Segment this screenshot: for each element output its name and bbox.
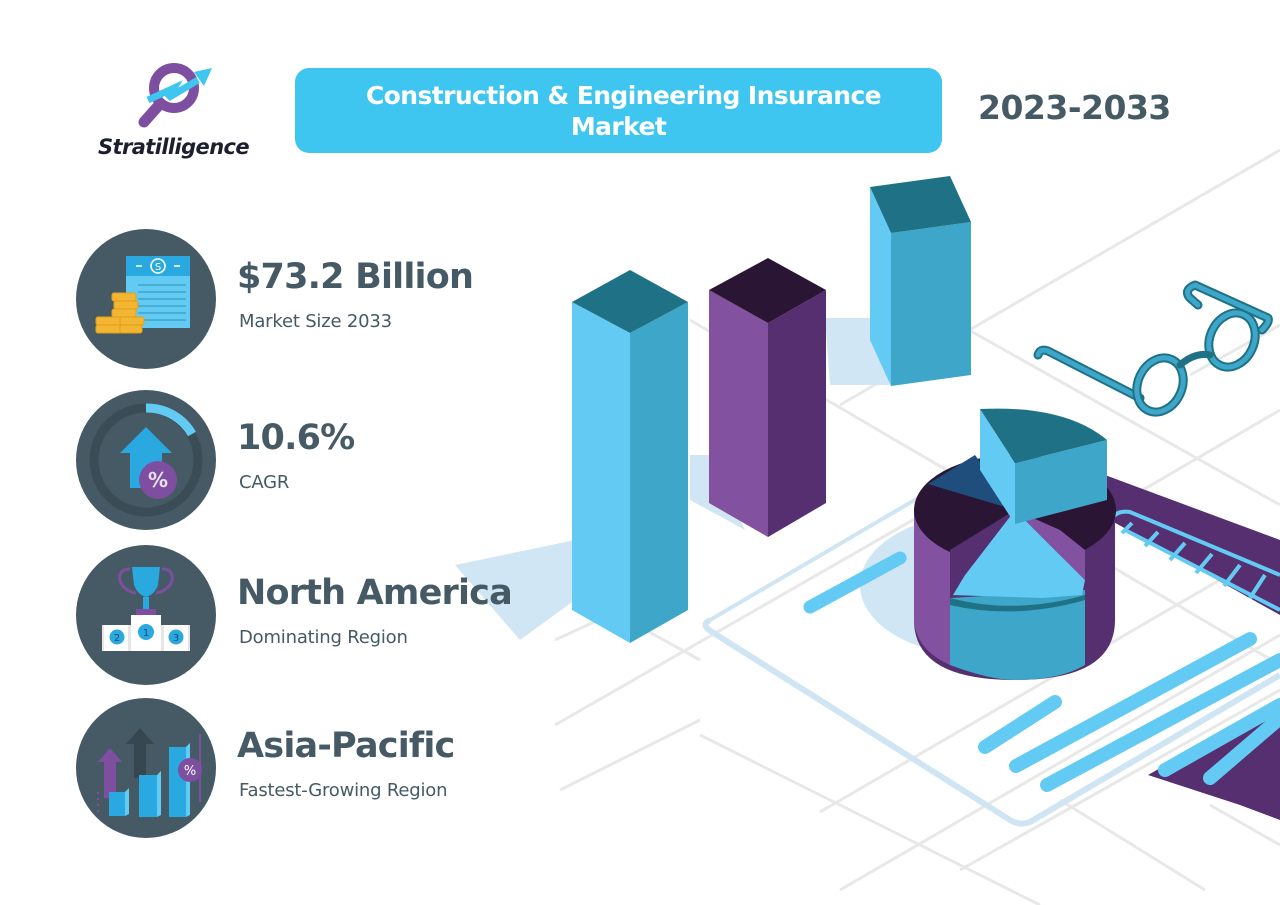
stat-dominating-region: 1 2 3 North America Dominating Region	[76, 545, 536, 685]
title-line-2: Market	[570, 111, 667, 141]
stat-label: CAGR	[239, 472, 290, 493]
growth-bars-icon: %	[76, 698, 216, 838]
stat-label: Fastest-Growing Region	[239, 780, 448, 801]
title-line-1: Construction & Engineering Insurance	[365, 80, 882, 110]
svg-text:2: 2	[114, 633, 120, 644]
brand-name: Stratilligence	[98, 135, 250, 159]
stat-label: Market Size 2033	[239, 311, 392, 332]
stat-value: $73.2 Billion	[237, 257, 474, 297]
svg-text:%: %	[148, 468, 168, 492]
svg-text:1: 1	[143, 628, 149, 639]
money-stack-icon: S	[76, 229, 216, 369]
stat-value: Asia-Pacific	[237, 726, 455, 766]
growth-percent-icon: %	[76, 390, 216, 530]
stat-label: Dominating Region	[239, 627, 408, 648]
stat-fastest-growing-region: % Asia-Pacific Fastest-Growing Region	[76, 698, 536, 838]
svg-text:S: S	[155, 262, 161, 273]
stat-cagr: % 10.6% CAGR	[76, 390, 536, 530]
report-title-banner: Construction & Engineering Insurance Mar…	[295, 68, 942, 153]
brand-logo: Stratilligence	[98, 62, 268, 167]
svg-text:3: 3	[173, 633, 179, 644]
stat-market-size: S $73.2 Billion	[76, 229, 536, 369]
forecast-period: 2023-2033	[978, 88, 1171, 127]
stat-value: North America	[237, 573, 513, 613]
trophy-podium-icon: 1 2 3	[76, 545, 216, 685]
magnifier-trend-icon	[138, 63, 212, 128]
svg-text:%: %	[184, 764, 196, 779]
stat-value: 10.6%	[237, 418, 355, 458]
